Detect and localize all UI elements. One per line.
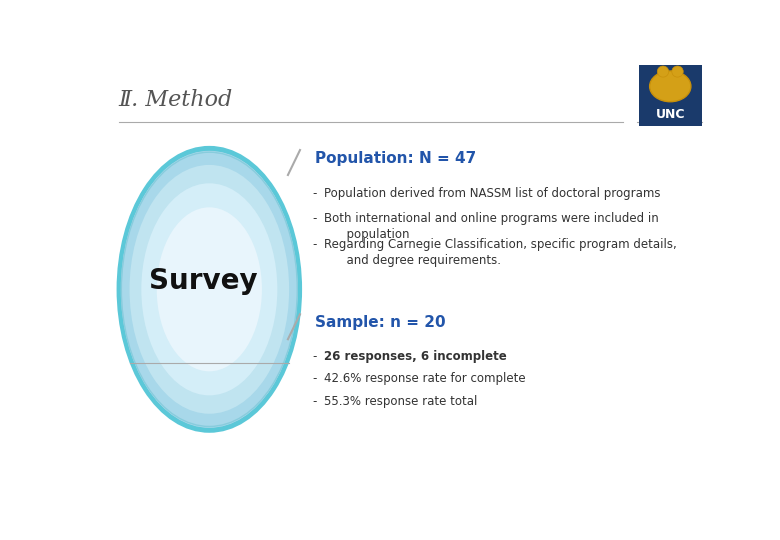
Ellipse shape [650, 71, 691, 102]
Text: 55.3% response rate total: 55.3% response rate total [324, 395, 477, 408]
Text: Both international and online programs were included in
      population: Both international and online programs w… [324, 212, 659, 241]
Ellipse shape [658, 66, 668, 77]
Text: -: - [312, 212, 317, 225]
Text: Sample: n = 20: Sample: n = 20 [315, 315, 445, 330]
Text: 26 responses, 6 incomplete: 26 responses, 6 incomplete [324, 349, 507, 363]
Text: Population derived from NASSM list of doctoral programs: Population derived from NASSM list of do… [324, 187, 661, 200]
Ellipse shape [157, 207, 262, 372]
Text: -: - [312, 187, 317, 200]
FancyBboxPatch shape [639, 65, 702, 126]
Ellipse shape [129, 165, 289, 414]
Text: 42.6% response rate for complete: 42.6% response rate for complete [324, 373, 526, 386]
Text: Regarding Carnegie Classification, specific program details,
      and degree re: Regarding Carnegie Classification, speci… [324, 238, 677, 267]
Ellipse shape [141, 183, 278, 395]
Text: -: - [312, 395, 317, 408]
Text: Population: N = 47: Population: N = 47 [315, 151, 477, 166]
Ellipse shape [119, 148, 300, 431]
Ellipse shape [120, 151, 298, 428]
Text: Ⅱ. Method: Ⅱ. Method [119, 89, 233, 111]
Text: -: - [312, 349, 317, 363]
Ellipse shape [672, 66, 683, 77]
Text: -: - [312, 373, 317, 386]
Text: UNC: UNC [655, 107, 685, 120]
Text: Survey: Survey [149, 267, 257, 295]
Text: -: - [312, 238, 317, 251]
